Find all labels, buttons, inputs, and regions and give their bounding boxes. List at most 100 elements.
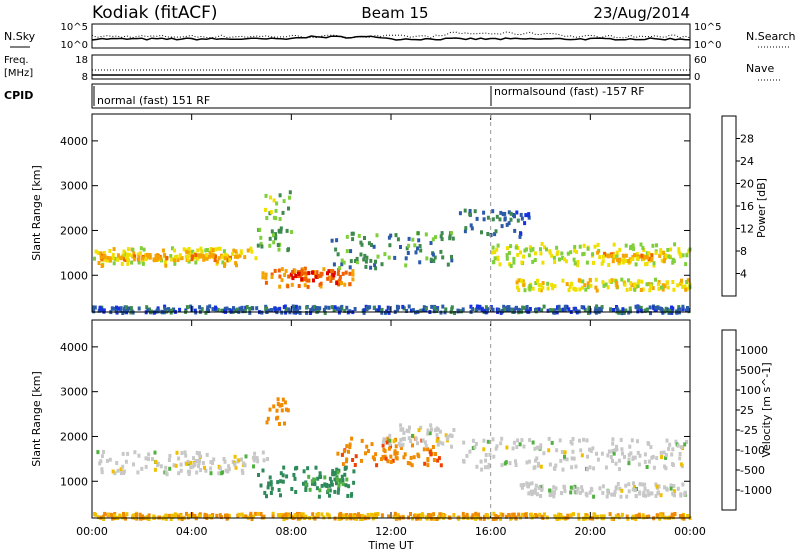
scatter-cell [484, 305, 488, 310]
scatter-cell [422, 305, 426, 310]
scatter-cell [131, 310, 135, 315]
scatter-cell [617, 458, 621, 463]
scatter-cell [146, 308, 150, 313]
scatter-cell [601, 490, 605, 495]
scatter-cell [275, 408, 279, 413]
scatter-cell [578, 490, 582, 495]
scatter-cell [249, 511, 253, 516]
scatter-cell [512, 256, 516, 261]
scatter-cell [661, 283, 665, 288]
scatter-cell [586, 285, 590, 290]
scatter-cell [124, 305, 128, 310]
scatter-cell [214, 254, 217, 259]
scatter-cell [527, 213, 530, 218]
scatter-cell [307, 278, 311, 283]
scatter-cell [196, 248, 200, 253]
scatter-cell [396, 307, 400, 312]
scatter-cell [474, 511, 478, 516]
scatter-cell [559, 513, 563, 518]
scatter-cell [291, 270, 295, 274]
scatter-cell [224, 468, 228, 473]
scatter-cell [142, 247, 146, 252]
scatter-cell [122, 469, 126, 474]
scatter-cell [140, 466, 144, 471]
scatter-cell [522, 254, 526, 259]
scatter-cell [600, 261, 604, 266]
scatter-cell [332, 308, 336, 313]
scatter-cell [683, 442, 687, 447]
scatter-cell [588, 465, 592, 470]
scatter-cell [527, 491, 531, 496]
scatter-cell [611, 251, 615, 256]
scatter-cell [256, 459, 260, 464]
scatter-cell [580, 305, 584, 310]
scatter-cell [624, 483, 628, 488]
scatter-cell [672, 484, 676, 488]
scatter-cell [211, 461, 214, 466]
scatter-cell [553, 308, 556, 313]
scatter-cell [540, 241, 544, 246]
scatter-cell [234, 465, 238, 470]
scatter-cell [352, 469, 356, 474]
scatter-cell [494, 446, 498, 451]
scatter-cell [262, 514, 266, 519]
scatter-cell [311, 481, 314, 486]
scatter-cell [359, 240, 363, 245]
scatter-cell [147, 513, 151, 518]
scatter-cell [457, 516, 461, 521]
scatter-cell [633, 253, 636, 258]
scatter-cell [573, 248, 577, 253]
scatter-cell [659, 450, 663, 455]
scatter-cell [198, 458, 202, 463]
scatter-cell [561, 307, 565, 312]
power-colorbar-tick-label: 24 [740, 155, 754, 168]
scatter-cell [632, 246, 636, 251]
scatter-cell [509, 217, 513, 222]
scatter-cell [179, 462, 183, 467]
scatter-cell [201, 253, 205, 258]
scatter-cell [348, 445, 352, 450]
scatter-cell [205, 256, 209, 261]
scatter-cell [638, 254, 641, 259]
scatter-cell [94, 512, 98, 517]
scatter-cell [496, 243, 500, 248]
scatter-cell [660, 307, 664, 311]
scatter-cell [316, 476, 320, 481]
scatter-cell [502, 304, 506, 309]
scatter-cell [308, 311, 312, 315]
scatter-cell [293, 476, 297, 481]
scatter-cell [205, 452, 209, 457]
scatter-cell [573, 261, 577, 266]
scatter-cell [421, 308, 425, 313]
scatter-cell [575, 490, 579, 495]
scatter-cell [615, 253, 619, 258]
scatter-cell [562, 484, 566, 489]
scatter-cell [253, 511, 257, 516]
scatter-cell [509, 264, 513, 268]
scatter-cell [294, 274, 298, 278]
scatter-cell [351, 237, 355, 242]
scatter-cell [317, 494, 321, 499]
scatter-cell [344, 270, 348, 275]
scatter-cell [567, 288, 571, 293]
scatter-cell [165, 514, 169, 519]
freq-label-2: [MHz] [4, 68, 33, 79]
scatter-cell [533, 258, 537, 262]
scatter-cell [509, 244, 513, 249]
scatter-cell [555, 517, 559, 521]
velocity-heatmap [93, 397, 692, 522]
scatter-cell [668, 442, 672, 447]
scatter-cell [111, 516, 115, 521]
scatter-cell [335, 481, 338, 486]
scatter-cell [286, 408, 290, 413]
scatter-cell [345, 305, 349, 310]
scatter-cell [290, 487, 294, 491]
scatter-cell [399, 427, 403, 432]
scatter-cell [627, 452, 631, 457]
scatter-cell [418, 260, 422, 265]
scatter-cell [468, 209, 472, 213]
scatter-cell [685, 308, 688, 313]
scatter-cell [407, 436, 411, 441]
scatter-cell [486, 465, 490, 470]
scatter-cell [559, 458, 563, 463]
